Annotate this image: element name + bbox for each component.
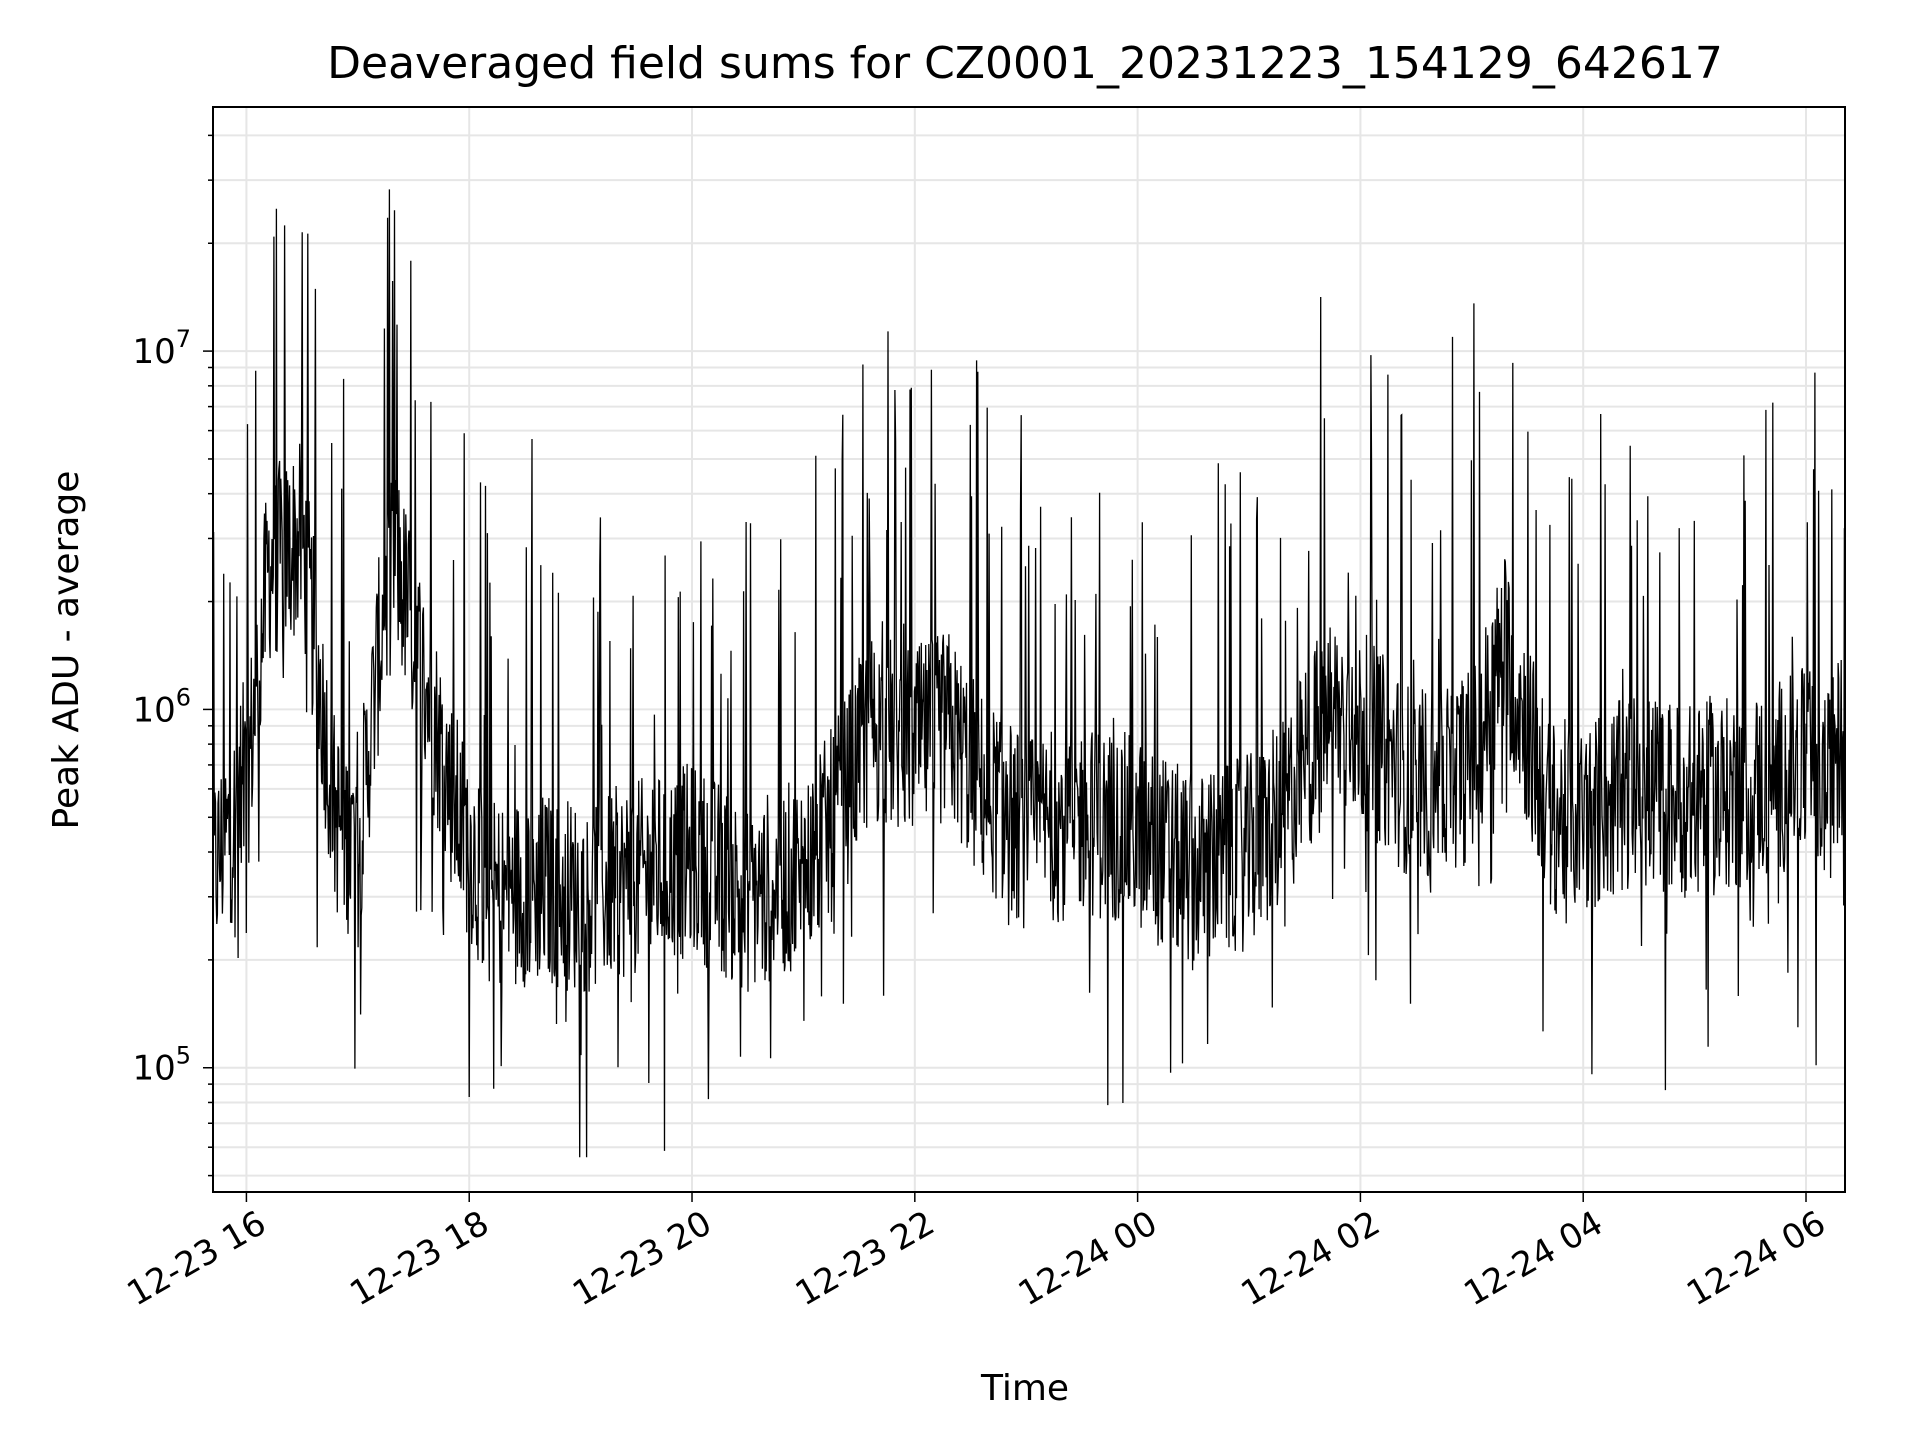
x-tick-label: 12-23 16 (121, 1203, 273, 1314)
y-tick-label: 105 (132, 1042, 191, 1089)
x-tick-label: 12-23 20 (566, 1203, 718, 1314)
x-axis-label: Time (980, 1368, 1069, 1409)
x-tick-label: 12-24 04 (1457, 1203, 1609, 1314)
y-axis-label: Peak ADU - average (46, 471, 87, 830)
x-tick-label: 12-23 22 (789, 1203, 941, 1314)
plot-area-frame (212, 106, 1846, 1193)
y-tick-label: 107 (132, 325, 191, 372)
x-tick-label: 12-24 02 (1235, 1203, 1387, 1314)
data-series (212, 189, 1846, 1158)
chart-title: Deaveraged field sums for CZ0001_2023122… (327, 38, 1723, 89)
x-tick-label: 12-23 18 (343, 1203, 495, 1314)
x-tick-label: 12-24 00 (1012, 1203, 1164, 1314)
series-line (212, 189, 1846, 1158)
y-tick-label: 106 (132, 683, 191, 730)
x-tick-label: 12-24 06 (1680, 1203, 1832, 1314)
